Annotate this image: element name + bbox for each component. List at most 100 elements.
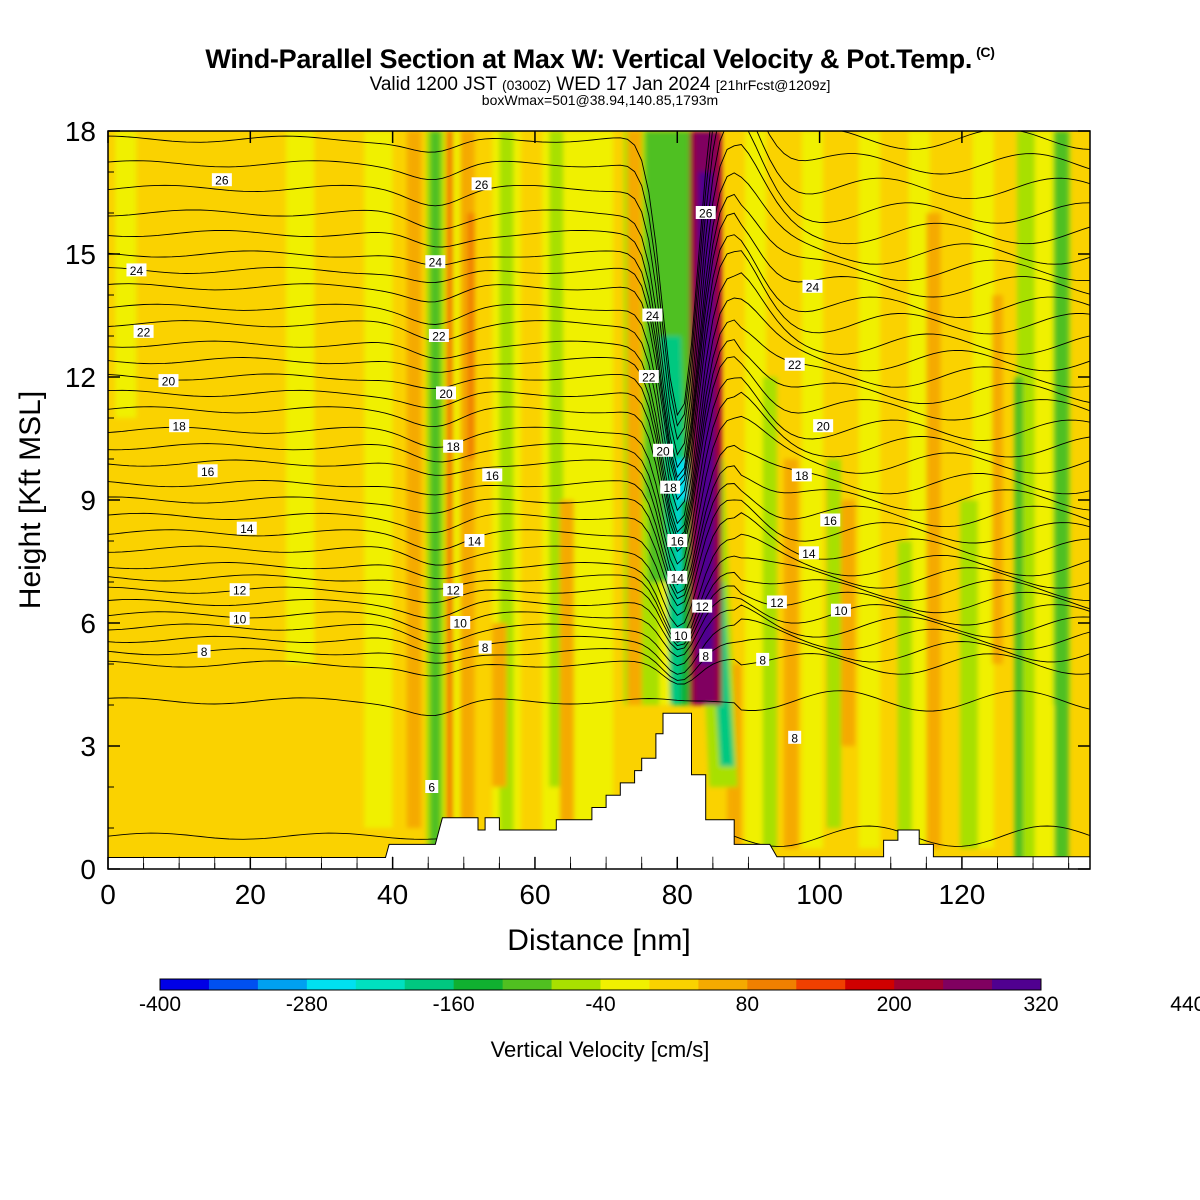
contour-label-box — [197, 464, 218, 478]
contour-label: 8 — [201, 645, 208, 659]
contour-label-box — [425, 255, 446, 269]
contour-label: 16 — [671, 535, 685, 549]
colorbar-swatch — [943, 979, 993, 990]
theta-contour — [108, 377, 1090, 565]
contour-label: 12 — [696, 600, 710, 614]
contour-label: 16 — [486, 469, 500, 483]
theta-contour — [108, 172, 1090, 479]
x-tick-label: 40 — [377, 879, 408, 910]
colorbar-label: 320 — [1023, 993, 1058, 1016]
colorbar-swatch — [747, 979, 797, 990]
y-tick-label: 0 — [80, 854, 96, 885]
contour-label: 12 — [233, 584, 247, 598]
y-tick-label: 15 — [65, 239, 96, 270]
contour-label-box — [798, 546, 819, 560]
contour-label-box — [695, 206, 716, 219]
contour-label: 26 — [475, 178, 489, 192]
colorbar-swatch — [894, 979, 944, 990]
contour-label: 8 — [702, 649, 709, 663]
colorbar-swatch — [796, 979, 846, 990]
contour-label-box — [478, 640, 492, 654]
theta-contour — [108, 131, 1090, 427]
contour-label: 8 — [791, 731, 798, 745]
velocity-band — [285, 131, 315, 664]
x-tick-label: 60 — [519, 879, 550, 910]
contour-label: 8 — [482, 641, 489, 655]
theta-contour — [108, 193, 1090, 484]
contour-label-box — [450, 616, 471, 629]
theta-contour — [108, 144, 1090, 469]
box-wmax-info: boxWmax=501@38.94,140.85,1793m — [481, 92, 719, 108]
contour-label-box — [425, 780, 439, 793]
contour-label-box — [428, 329, 449, 342]
colorbar-swatch — [306, 979, 357, 990]
velocity-band — [744, 131, 767, 849]
theta-contour — [108, 131, 1090, 417]
colorbar-swatch — [649, 979, 699, 990]
contour-label-box — [820, 513, 841, 527]
contour-label: 10 — [674, 629, 688, 643]
contour-label-box — [667, 570, 688, 584]
theta-contour — [108, 653, 1090, 685]
velocity-band — [840, 500, 856, 746]
contour-label-box — [791, 468, 812, 482]
y-tick-label: 6 — [80, 608, 96, 639]
contour-label: 8 — [759, 653, 766, 667]
contour-label-box — [642, 308, 663, 322]
x-axis-title: Distance [nm] — [507, 924, 690, 957]
velocity-band — [627, 131, 642, 705]
contour-label-box — [813, 419, 834, 433]
chart-title-text: Wind-Parallel Section at Max W: Vertical… — [205, 44, 973, 74]
velocity-band — [446, 131, 454, 828]
theta-contour — [108, 690, 1090, 717]
contour-label-box — [471, 177, 492, 191]
colorbar-label: -160 — [433, 993, 475, 1016]
contour-label-box — [692, 599, 713, 613]
contour-label-box — [667, 534, 688, 547]
colorbar-swatch — [257, 979, 308, 990]
velocity-band — [762, 377, 777, 849]
velocity-band — [960, 500, 978, 849]
theta-contour — [108, 415, 1090, 586]
y-tick-label: 18 — [65, 116, 96, 147]
colorbar-swatch — [208, 979, 259, 990]
colorbar-label: 200 — [877, 993, 912, 1016]
contour-label: 22 — [642, 371, 656, 385]
contour-label: 16 — [201, 465, 215, 479]
colorbar-swatch — [698, 979, 748, 990]
contour-label-box — [482, 468, 503, 482]
contour-label: 20 — [162, 375, 176, 389]
contour-label-box — [766, 595, 787, 609]
contour-label-box — [660, 480, 681, 494]
velocity-band — [992, 295, 1003, 664]
contour-label: 10 — [834, 604, 848, 618]
theta-contour — [108, 555, 1090, 643]
velocity-band — [559, 500, 575, 849]
contour-label: 20 — [656, 444, 670, 458]
x-tick-label: 20 — [235, 879, 266, 910]
theta-contour — [108, 571, 1090, 647]
colorbar: -400 -280 -160 -40 80 200 320 440 — [139, 978, 1200, 1016]
velocity-band — [1054, 131, 1069, 869]
terrain-profile — [108, 712, 1090, 869]
colorbar-swatch — [845, 979, 895, 990]
theta-contour — [108, 483, 1090, 607]
contour-label: 20 — [439, 387, 453, 401]
colorbar-title: Vertical Velocity [cm/s] — [491, 1037, 710, 1062]
theta-contour — [108, 339, 1090, 545]
velocity-band — [972, 131, 994, 849]
chart-subtitle: Valid 1200 JST (0300Z) WED 17 Jan 2024 [… — [0, 74, 1200, 96]
velocity-band — [897, 541, 913, 849]
y-axis-title: Height [Kft MSL] — [14, 391, 47, 609]
valid-zulu: (0300Z) — [501, 77, 552, 93]
contour-label: 18 — [795, 469, 809, 483]
colorbar-swatch — [355, 979, 406, 990]
x-tick-label: 0 — [100, 879, 116, 910]
contour-label: 14 — [468, 535, 482, 549]
velocity-band — [784, 459, 799, 849]
contour-label: 12 — [770, 596, 784, 610]
contour-label: 22 — [788, 358, 802, 372]
theta-contour — [108, 131, 1090, 441]
contour-label: 24 — [646, 309, 660, 323]
colorbar-swatch — [600, 979, 650, 990]
